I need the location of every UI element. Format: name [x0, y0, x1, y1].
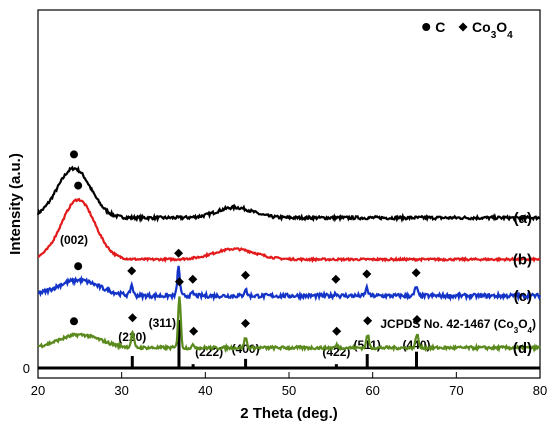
x-tick-label: 20	[31, 383, 45, 398]
legend-co3o4-marker	[458, 22, 468, 32]
legend-carbon-label: C	[435, 19, 445, 35]
co3o4-marker	[240, 318, 250, 328]
legend-co3o4-label: Co3O4	[472, 19, 513, 41]
co3o4-marker	[189, 326, 199, 336]
reference-hkl-label: (311)	[149, 316, 176, 330]
co3o4-marker	[412, 315, 422, 324]
series-line-3	[37, 296, 541, 354]
co3o4-marker	[174, 277, 184, 287]
series-label: (b)	[513, 251, 532, 268]
co3o4-marker	[331, 274, 341, 284]
co3o4-marker	[174, 248, 184, 258]
co3o4-marker	[127, 266, 137, 276]
x-tick-label: 30	[114, 383, 128, 398]
series-annotation: (002)	[60, 233, 88, 247]
series-label: (d)	[513, 340, 532, 357]
x-tick-label: 80	[533, 383, 547, 398]
co3o4-marker	[128, 313, 138, 323]
x-tick-label: 40	[198, 383, 212, 398]
legend-carbon-marker	[422, 23, 431, 31]
series-label: (a)	[514, 210, 532, 227]
carbon-marker	[74, 262, 83, 271]
co3o4-marker	[362, 269, 372, 279]
co3o4-marker	[332, 326, 342, 336]
carbon-marker	[69, 317, 78, 326]
series-line-1	[37, 197, 541, 264]
x-tick-label: 60	[365, 383, 379, 398]
co3o4-marker	[411, 268, 421, 278]
x-axis-title: 2 Theta (deg.)	[240, 405, 338, 422]
x-tick-label: 70	[449, 383, 463, 398]
reference-title: JCPDS No. 42-1467 (Co3O4)	[380, 317, 536, 335]
series-label: (c)	[514, 288, 532, 305]
co3o4-marker	[240, 270, 250, 280]
y-tick-label: 0	[23, 361, 30, 376]
co3o4-marker	[363, 316, 373, 326]
x-tick-label: 50	[282, 383, 296, 398]
carbon-marker	[74, 181, 83, 190]
y-axis-title: Intensity (a.u.)	[7, 153, 24, 255]
series-line-0	[36, 165, 541, 224]
co3o4-marker	[188, 274, 198, 284]
series-line-2	[37, 265, 542, 302]
carbon-marker	[69, 150, 78, 159]
